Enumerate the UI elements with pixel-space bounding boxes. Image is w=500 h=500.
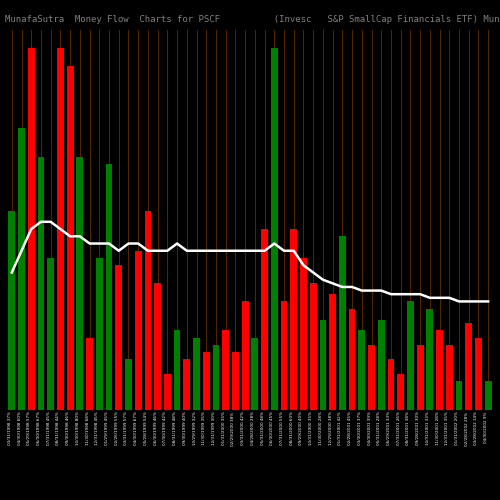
Bar <box>358 330 365 410</box>
Bar <box>184 360 190 410</box>
Bar <box>475 338 482 410</box>
Bar <box>252 338 258 410</box>
Bar <box>57 48 64 410</box>
Bar <box>407 302 414 410</box>
Bar <box>456 381 462 410</box>
Bar <box>106 164 112 410</box>
Bar <box>125 360 132 410</box>
Bar <box>446 345 452 410</box>
Bar <box>339 236 346 410</box>
Bar <box>242 302 248 410</box>
Bar <box>368 345 375 410</box>
Bar <box>164 374 171 410</box>
Bar <box>271 48 278 410</box>
Bar <box>436 330 443 410</box>
Bar <box>76 156 84 410</box>
Bar <box>348 308 356 410</box>
Bar <box>18 128 25 410</box>
Bar <box>116 265 122 410</box>
Bar <box>416 345 424 410</box>
Bar <box>466 323 472 410</box>
Bar <box>398 374 404 410</box>
Bar <box>48 258 54 410</box>
Text: MunafaSutra  Money Flow  Charts for PSCF          (Invesc   S&P SmallCap Financi: MunafaSutra Money Flow Charts for PSCF (… <box>5 15 500 24</box>
Bar <box>261 229 268 410</box>
Bar <box>96 258 102 410</box>
Bar <box>378 320 384 410</box>
Bar <box>38 156 44 410</box>
Bar <box>154 284 161 410</box>
Bar <box>280 302 287 410</box>
Bar <box>388 360 394 410</box>
Bar <box>174 330 180 410</box>
Bar <box>232 352 239 410</box>
Bar <box>212 345 220 410</box>
Bar <box>8 211 15 410</box>
Bar <box>329 294 336 410</box>
Bar <box>290 229 297 410</box>
Bar <box>28 48 34 410</box>
Bar <box>310 284 316 410</box>
Bar <box>135 251 141 410</box>
Bar <box>203 352 209 410</box>
Bar <box>66 66 73 410</box>
Bar <box>193 338 200 410</box>
Bar <box>86 338 93 410</box>
Bar <box>426 308 434 410</box>
Bar <box>320 320 326 410</box>
Bar <box>485 381 492 410</box>
Bar <box>144 211 152 410</box>
Bar <box>222 330 229 410</box>
Bar <box>300 258 307 410</box>
